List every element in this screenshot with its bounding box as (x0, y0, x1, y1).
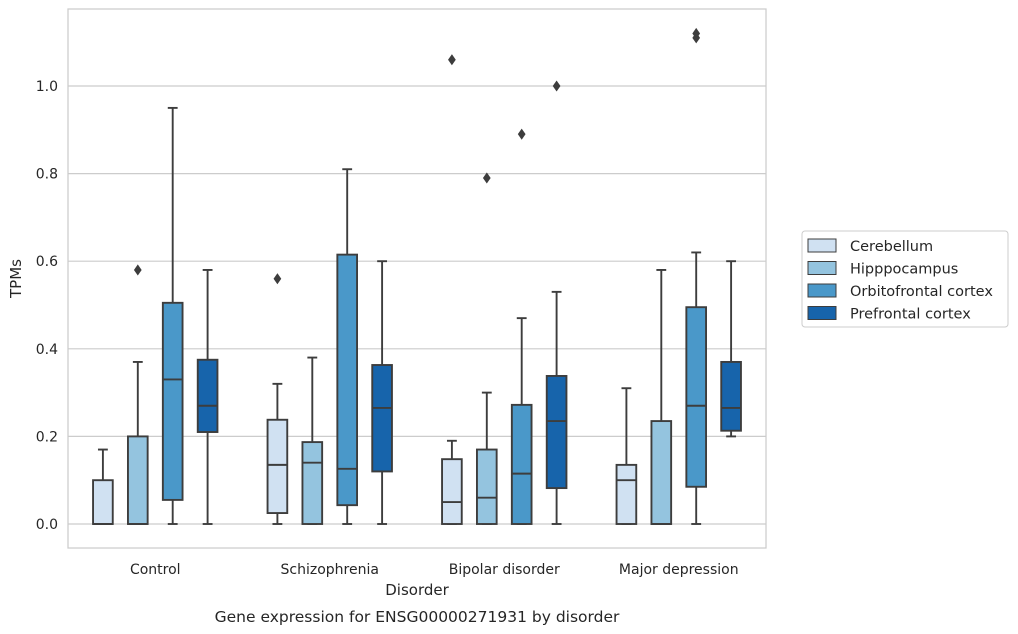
legend-swatch (807, 306, 837, 320)
box-iqr (685, 306, 707, 488)
legend-entry-label: Orbitofrontal cortex (850, 284, 993, 300)
box-prefrontal-cortex (196, 269, 219, 525)
box-iqr (441, 458, 463, 525)
box-hipppocampus (650, 269, 673, 525)
box-iqr (720, 360, 742, 432)
y-axis-ticks: 0.0 0.2 0.4 0.6 0.8 1.0 (36, 79, 58, 533)
box-hipppocampus (301, 356, 324, 525)
box-orbitofrontal-cortex (685, 27, 707, 525)
box-iqr (510, 403, 533, 525)
legend-swatch (807, 283, 837, 298)
legend-entry-label: Hipppocampus (850, 262, 958, 278)
box-orbitofrontal-cortex (336, 168, 359, 525)
grid-lines (68, 85, 766, 525)
box-iqr (161, 301, 184, 501)
box-orbitofrontal-cortex (510, 128, 533, 525)
legend-entry-label: Cerebellum (850, 239, 933, 255)
x-axis-ticks: Control Schizophrenia Bipolar disorder Majo… (130, 562, 739, 578)
box-hipppocampus (476, 172, 498, 525)
box-cerebellum (266, 273, 289, 525)
box-iqr (545, 375, 568, 490)
box-cerebellum (92, 448, 114, 525)
box-iqr (301, 441, 324, 525)
box-iqr (336, 253, 359, 507)
y-tick-label: 0.6 (36, 254, 58, 270)
outlier-point (273, 273, 282, 285)
y-tick-label: 1.0 (36, 79, 58, 95)
legend: Cerebellum Hipppocampus Orbitofrontal cort… (801, 230, 1009, 328)
box-cerebellum (615, 387, 638, 525)
outlier-point (133, 264, 142, 276)
x-axis-label: Disorder (385, 581, 449, 599)
box-prefrontal-cortex (371, 260, 393, 525)
box-hipppocampus (126, 264, 149, 525)
plot-frame (67, 8, 767, 549)
outlier-point (517, 128, 526, 140)
y-tick-label: 0.8 (36, 167, 58, 183)
legend-frame (801, 230, 1009, 328)
outlier-point (482, 172, 491, 184)
box-iqr (371, 364, 393, 473)
x-tick-label: Major depression (619, 562, 739, 578)
x-tick-label: Bipolar disorder (449, 562, 560, 578)
box-iqr (476, 448, 498, 525)
outlier-point (448, 54, 456, 66)
x-tick-label: Schizophrenia (281, 562, 379, 578)
outlier-point (552, 80, 561, 92)
box-iqr (92, 479, 114, 525)
box-iqr (196, 358, 219, 433)
box-iqr (266, 418, 289, 515)
box-prefrontal-cortex (545, 80, 568, 525)
boxes (92, 27, 742, 525)
legend-entry-label: Prefrontal cortex (850, 307, 971, 323)
outlier-point (692, 27, 701, 39)
legend-swatch (807, 261, 837, 275)
y-axis-label: TPMs (7, 259, 25, 299)
box-iqr (126, 435, 149, 525)
box-iqr (650, 420, 673, 525)
box-iqr (615, 463, 638, 525)
legend-swatch (807, 238, 837, 253)
y-tick-label: 0.2 (36, 429, 58, 445)
box-cerebellum (441, 54, 463, 525)
y-tick-label: 0.0 (36, 517, 58, 533)
chart-caption: Gene expression for ENSG00000271931 by d… (215, 608, 620, 626)
box-orbitofrontal-cortex (161, 106, 184, 525)
y-tick-label: 0.4 (36, 342, 58, 358)
box-prefrontal-cortex (720, 260, 742, 438)
x-tick-label: Control (130, 562, 181, 578)
